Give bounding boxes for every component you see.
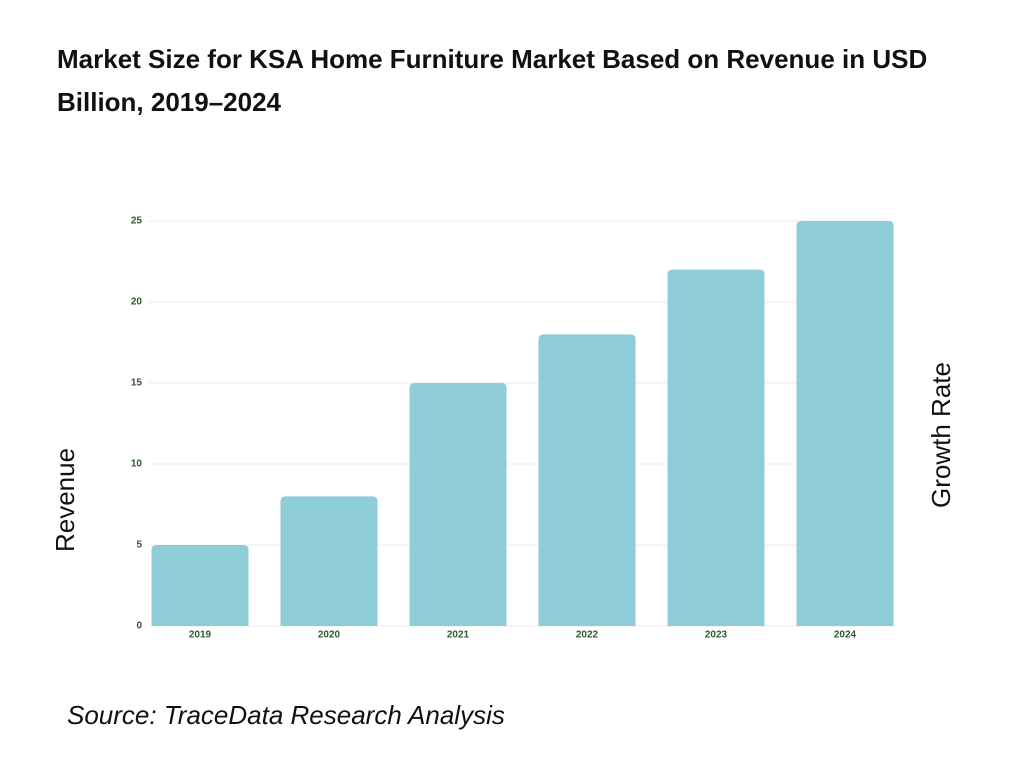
y-tick-label: 15 [131, 378, 143, 389]
x-tick-label: 2019 [189, 630, 212, 641]
y-tick-label: 20 [131, 297, 143, 308]
bar [409, 383, 507, 626]
chart-title: Market Size for KSA Home Furniture Marke… [57, 44, 928, 117]
x-tick-label: 2024 [834, 630, 857, 641]
source-note: Source: TraceData Research Analysis [67, 700, 505, 730]
y-tick-label: 25 [131, 216, 143, 227]
y-axis-label: Revenue [50, 448, 80, 552]
bar [667, 269, 765, 626]
y2-axis-label: Growth Rate [926, 362, 956, 508]
x-tick-label: 2020 [318, 630, 341, 641]
bar [538, 334, 636, 626]
x-tick-label: 2021 [447, 630, 470, 641]
x-tick-label: 2022 [576, 630, 599, 641]
bar [151, 545, 249, 626]
y-tick-label: 0 [136, 621, 142, 632]
x-tick-label: 2023 [705, 630, 728, 641]
bar [796, 221, 894, 626]
bar [280, 496, 378, 626]
y-tick-label: 5 [136, 540, 142, 551]
y-tick-label: 10 [131, 459, 143, 470]
